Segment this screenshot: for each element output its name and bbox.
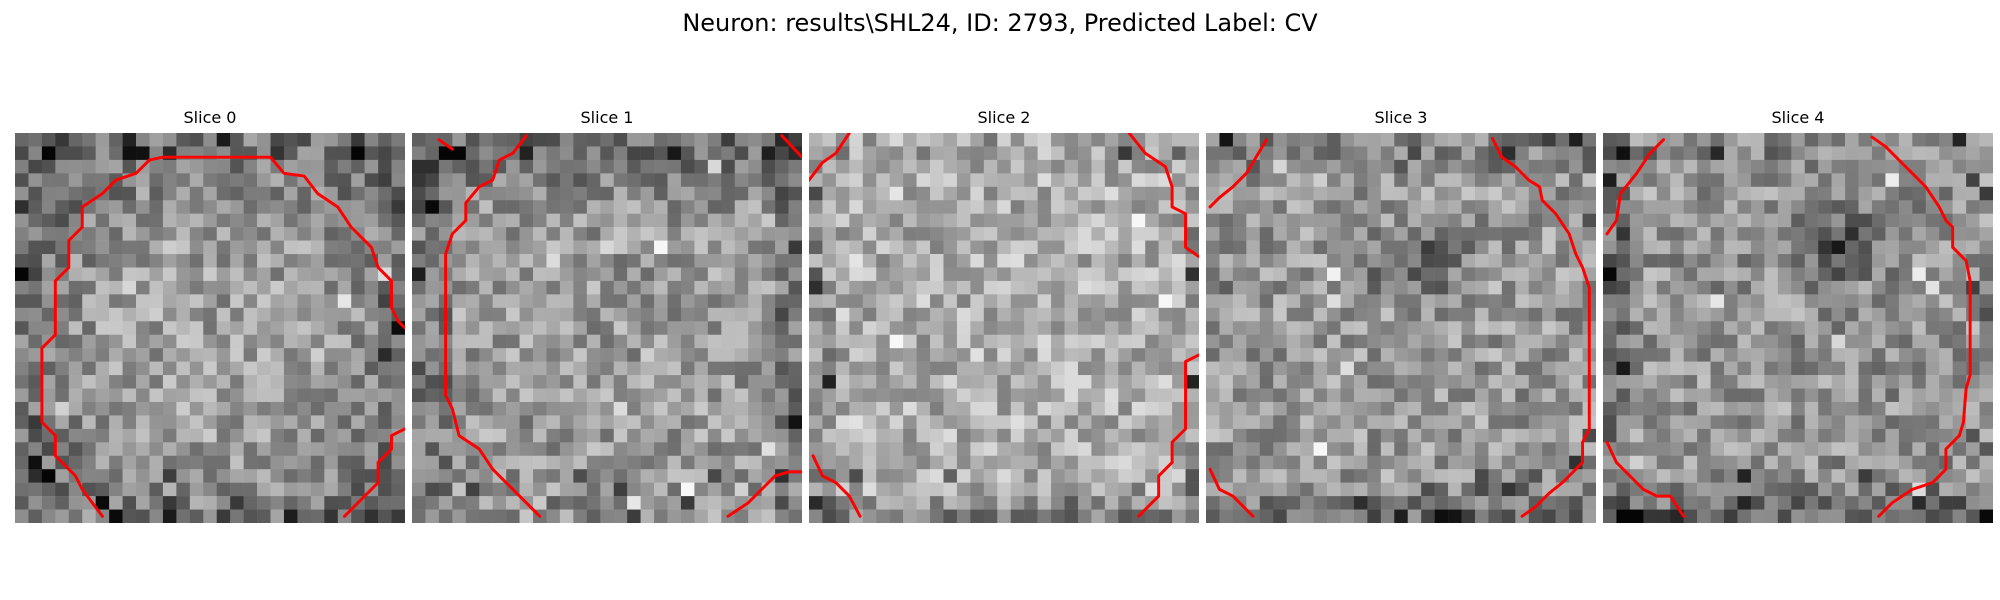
contour-line <box>437 138 454 151</box>
contour-line <box>1208 138 1268 209</box>
contour-line <box>40 155 405 518</box>
slice-title-4: Slice 4 <box>1771 108 1825 127</box>
noise-pixels <box>15 133 405 523</box>
slice-title-1: Slice 1 <box>580 108 634 127</box>
contour-line <box>1137 353 1199 518</box>
contour-line <box>811 454 862 518</box>
contour-line <box>1605 440 1686 518</box>
contour-line <box>1127 133 1199 259</box>
slice-image-4 <box>1603 133 1993 523</box>
slice-title-2: Slice 2 <box>977 108 1031 127</box>
contour-line <box>726 470 802 518</box>
contour-line <box>809 133 851 182</box>
noise-pixels <box>1206 133 1596 523</box>
contour-line <box>444 134 542 518</box>
contour-line <box>1605 138 1665 236</box>
figure-title: Neuron: results\SHL24, ID: 2793, Predict… <box>682 9 1318 37</box>
contour-line <box>1870 135 1972 518</box>
contour-line <box>780 134 802 159</box>
slice-image-3 <box>1206 133 1596 523</box>
slice-title-3: Slice 3 <box>1374 108 1428 127</box>
contour-line <box>1208 467 1255 518</box>
contour-line <box>343 427 405 518</box>
slice-title-0: Slice 0 <box>183 108 237 127</box>
noise-pixels <box>412 133 802 523</box>
slice-image-0 <box>15 133 405 523</box>
slice-image-1 <box>412 133 802 523</box>
noise-pixels <box>809 133 1199 523</box>
noise-pixels <box>1603 133 1993 523</box>
contour-line <box>1490 136 1591 518</box>
slice-image-2 <box>809 133 1199 523</box>
